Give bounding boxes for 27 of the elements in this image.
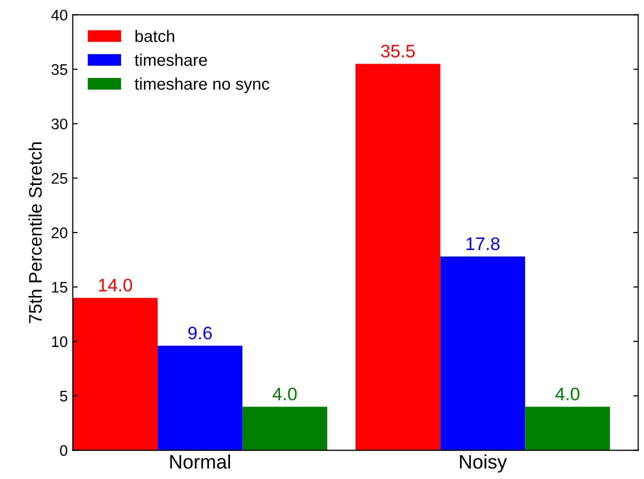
data-label: 4.0: [272, 388, 297, 400]
bar: [72, 298, 158, 450]
y-tick-label: 35: [52, 64, 68, 75]
y-tick-label: 25: [52, 172, 68, 184]
legend-label: batch: [136, 30, 174, 42]
data-label: 35.5: [381, 44, 415, 58]
data-label: 17.8: [466, 237, 500, 250]
y-axis-title: 75th Percentile Stretch: [28, 142, 42, 323]
legend-label: timeshare no sync: [134, 78, 270, 94]
bar: [158, 346, 242, 450]
bar: [242, 406, 328, 450]
y-tick-label: 0: [60, 445, 68, 456]
y-tick-label: 15: [52, 282, 68, 293]
data-label: 4.0: [555, 388, 580, 400]
data-label: 14.0: [98, 278, 132, 292]
bar: [355, 64, 440, 450]
y-tick-label: 5: [60, 390, 68, 402]
y-tick-label: 40: [51, 10, 68, 21]
x-tick-label: Noisy: [460, 454, 507, 473]
x-tick-label: Normal: [170, 454, 230, 469]
legend-label: timeshare: [134, 54, 207, 66]
y-tick-label: 10: [52, 336, 68, 348]
bar: [525, 406, 610, 450]
bar: [440, 256, 526, 450]
y-tick-label: 20: [52, 227, 68, 238]
data-label: 9.6: [188, 326, 212, 340]
y-tick-label: 30: [52, 118, 68, 130]
